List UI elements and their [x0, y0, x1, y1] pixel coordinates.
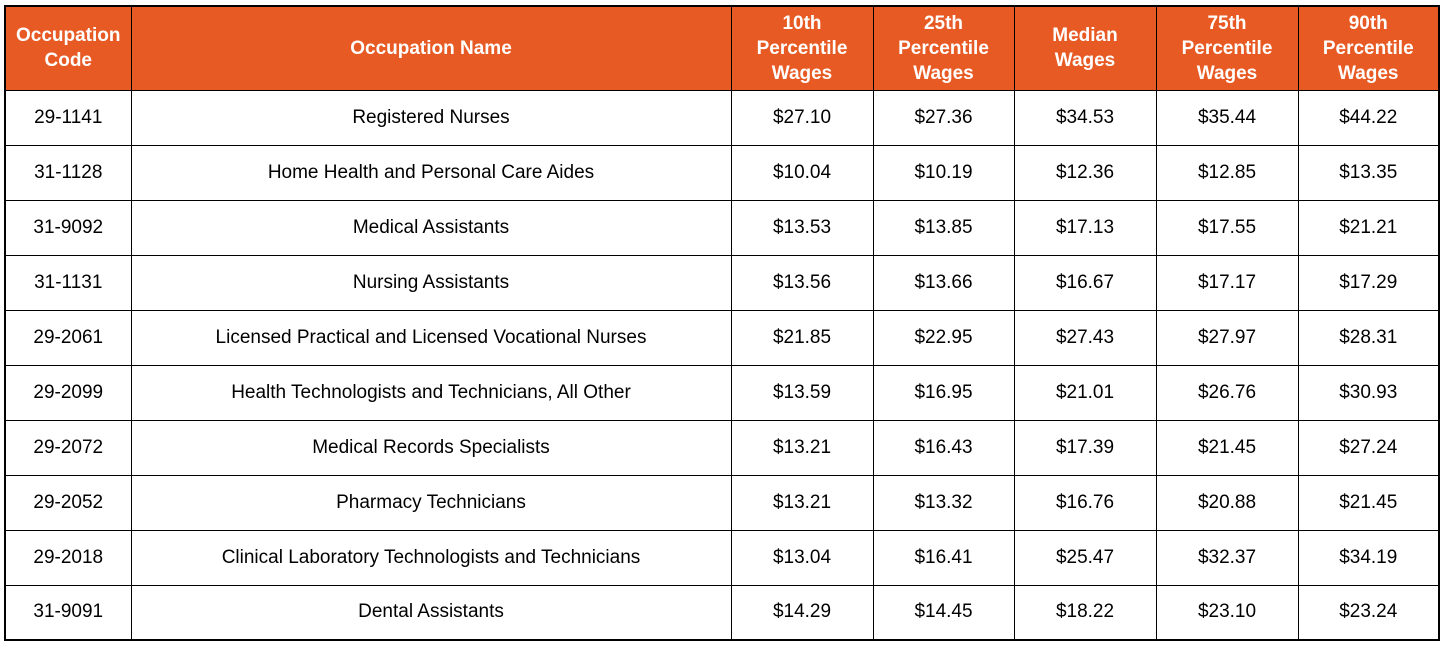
wage-median-cell: $16.67	[1013, 254, 1157, 311]
occupation-name-cell: Clinical Laboratory Technologists and Te…	[130, 529, 732, 586]
wage-75th-cell: $32.37	[1155, 529, 1299, 586]
occupation-name-cell: Nursing Assistants	[130, 254, 732, 311]
wage-25th-cell: $22.95	[872, 309, 1015, 366]
occupation-name-cell: Dental Assistants	[130, 584, 732, 641]
wage-median-cell: $27.43	[1013, 309, 1157, 366]
wage-25th-cell: $13.66	[872, 254, 1015, 311]
wage-10th-cell: $13.53	[730, 199, 874, 256]
occupation-code-cell: 29-2061	[4, 309, 132, 366]
wage-90th-cell: $28.31	[1297, 309, 1440, 366]
occupation-name-cell: Home Health and Personal Care Aides	[130, 144, 732, 201]
wage-90th-cell: $27.24	[1297, 419, 1440, 476]
wage-90th-cell: $44.22	[1297, 89, 1440, 146]
occupation-code-cell: 29-1141	[4, 89, 132, 146]
wage-90th-cell: $34.19	[1297, 529, 1440, 586]
wage-25th-cell: $27.36	[872, 89, 1015, 146]
wage-10th-cell: $13.21	[730, 419, 874, 476]
wage-90th-cell: $17.29	[1297, 254, 1440, 311]
wage-75th-cell: $35.44	[1155, 89, 1299, 146]
wage-25th-cell: $13.32	[872, 474, 1015, 531]
wage-median-cell: $34.53	[1013, 89, 1157, 146]
column-header-90th-percentile-wages: 90th Percentile Wages	[1297, 5, 1440, 91]
wage-25th-cell: $13.85	[872, 199, 1015, 256]
wage-median-cell: $17.39	[1013, 419, 1157, 476]
table-row: 29-2052 Pharmacy Technicians $13.21 $13.32 $…	[4, 474, 1440, 531]
wage-75th-cell: $21.45	[1155, 419, 1299, 476]
wage-75th-cell: $27.97	[1155, 309, 1299, 366]
wage-75th-cell: $23.10	[1155, 584, 1299, 641]
table-row: 31-9092 Medical Assistants $13.53 $13.85 $17…	[4, 199, 1440, 256]
occupation-code-cell: 29-2072	[4, 419, 132, 476]
table-row: 29-2061 Licensed Practical and Licensed V…	[4, 309, 1440, 366]
wage-25th-cell: $14.45	[872, 584, 1015, 641]
wage-median-cell: $21.01	[1013, 364, 1157, 421]
column-header-75th-percentile-wages: 75th Percentile Wages	[1155, 5, 1299, 91]
table-header: Occupation Code Occupation Name 10th Per…	[4, 5, 1440, 91]
wage-10th-cell: $13.21	[730, 474, 874, 531]
wage-10th-cell: $13.56	[730, 254, 874, 311]
wage-90th-cell: $21.21	[1297, 199, 1440, 256]
wage-90th-cell: $30.93	[1297, 364, 1440, 421]
table-row: 29-1141 Registered Nurses $27.10 $27.36 $34.…	[4, 89, 1440, 146]
column-header-occupation-name: Occupation Name	[130, 5, 732, 91]
wage-25th-cell: $16.43	[872, 419, 1015, 476]
table-row: 29-2018 Clinical Laboratory Technologists…	[4, 529, 1440, 586]
wage-10th-cell: $13.04	[730, 529, 874, 586]
wage-25th-cell: $16.41	[872, 529, 1015, 586]
table-row: 29-2099 Health Technologists and Technici…	[4, 364, 1440, 421]
table-header-row: Occupation Code Occupation Name 10th Per…	[4, 5, 1440, 91]
wage-90th-cell: $21.45	[1297, 474, 1440, 531]
occupation-code-cell: 31-9092	[4, 199, 132, 256]
wage-10th-cell: $14.29	[730, 584, 874, 641]
column-header-25th-percentile-wages: 25th Percentile Wages	[872, 5, 1015, 91]
table-row: 31-1131 Nursing Assistants $13.56 $13.66 $16…	[4, 254, 1440, 311]
occupation-name-cell: Registered Nurses	[130, 89, 732, 146]
wage-75th-cell: $26.76	[1155, 364, 1299, 421]
wage-10th-cell: $27.10	[730, 89, 874, 146]
occupation-name-cell: Pharmacy Technicians	[130, 474, 732, 531]
wage-75th-cell: $12.85	[1155, 144, 1299, 201]
occupation-name-cell: Licensed Practical and Licensed Vocation…	[130, 309, 732, 366]
wage-median-cell: $12.36	[1013, 144, 1157, 201]
wage-90th-cell: $23.24	[1297, 584, 1440, 641]
wage-10th-cell: $21.85	[730, 309, 874, 366]
table-row: 29-2072 Medical Records Specialists $13.21…	[4, 419, 1440, 476]
occupation-name-cell: Medical Records Specialists	[130, 419, 732, 476]
wage-10th-cell: $13.59	[730, 364, 874, 421]
column-header-median-wages: Median Wages	[1013, 5, 1157, 91]
table-row: 31-9091 Dental Assistants $14.29 $14.45 $18.…	[4, 584, 1440, 641]
wage-table-body: 29-1141 Registered Nurses $27.10 $27.36 $34.…	[4, 89, 1440, 641]
occupation-wage-table: Occupation Code Occupation Name 10th Per…	[4, 5, 1440, 641]
wage-median-cell: $17.13	[1013, 199, 1157, 256]
occupation-name-cell: Health Technologists and Technicians, Al…	[130, 364, 732, 421]
occupation-code-cell: 31-1131	[4, 254, 132, 311]
occupation-code-cell: 29-2099	[4, 364, 132, 421]
column-header-10th-percentile-wages: 10th Percentile Wages	[730, 5, 874, 91]
wage-median-cell: $18.22	[1013, 584, 1157, 641]
table-row: 31-1128 Home Health and Personal Care Aid…	[4, 144, 1440, 201]
wage-25th-cell: $10.19	[872, 144, 1015, 201]
occupation-code-cell: 29-2052	[4, 474, 132, 531]
wage-75th-cell: $17.55	[1155, 199, 1299, 256]
wage-median-cell: $25.47	[1013, 529, 1157, 586]
wage-median-cell: $16.76	[1013, 474, 1157, 531]
occupation-code-cell: 31-9091	[4, 584, 132, 641]
wage-90th-cell: $13.35	[1297, 144, 1440, 201]
occupation-name-cell: Medical Assistants	[130, 199, 732, 256]
wage-75th-cell: $20.88	[1155, 474, 1299, 531]
occupation-code-cell: 29-2018	[4, 529, 132, 586]
occupation-code-cell: 31-1128	[4, 144, 132, 201]
wage-10th-cell: $10.04	[730, 144, 874, 201]
column-header-occupation-code: Occupation Code	[4, 5, 132, 91]
wage-75th-cell: $17.17	[1155, 254, 1299, 311]
wage-25th-cell: $16.95	[872, 364, 1015, 421]
